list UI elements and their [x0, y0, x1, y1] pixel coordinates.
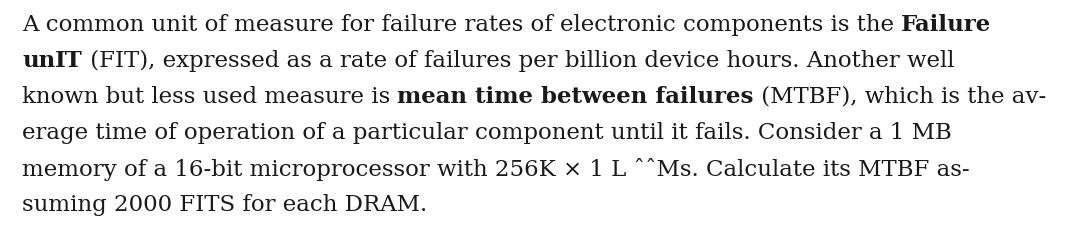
Text: Failure: Failure — [901, 14, 991, 36]
Text: IT: IT — [55, 50, 83, 72]
Text: A common unit of measure for failure rates of electronic components is the: A common unit of measure for failure rat… — [22, 14, 901, 36]
Text: erage time of operation of a particular component until it fails. Consider a 1 M: erage time of operation of a particular … — [22, 122, 951, 144]
Text: (FIT), expressed as a rate of failures per billion device hours. Another well: (FIT), expressed as a rate of failures p… — [83, 50, 955, 72]
Text: (MTBF), which is the av-: (MTBF), which is the av- — [754, 86, 1047, 108]
Text: known but less used measure is: known but less used measure is — [22, 86, 397, 108]
Text: memory of a 16-bit microprocessor with 256K × 1 L ˆˆMs. Calculate its MTBF as-: memory of a 16-bit microprocessor with 2… — [22, 158, 970, 181]
Text: mean time between failures: mean time between failures — [397, 86, 754, 108]
Text: un: un — [22, 50, 55, 72]
Text: suming 2000 FITS for each DRAM.: suming 2000 FITS for each DRAM. — [22, 194, 428, 216]
